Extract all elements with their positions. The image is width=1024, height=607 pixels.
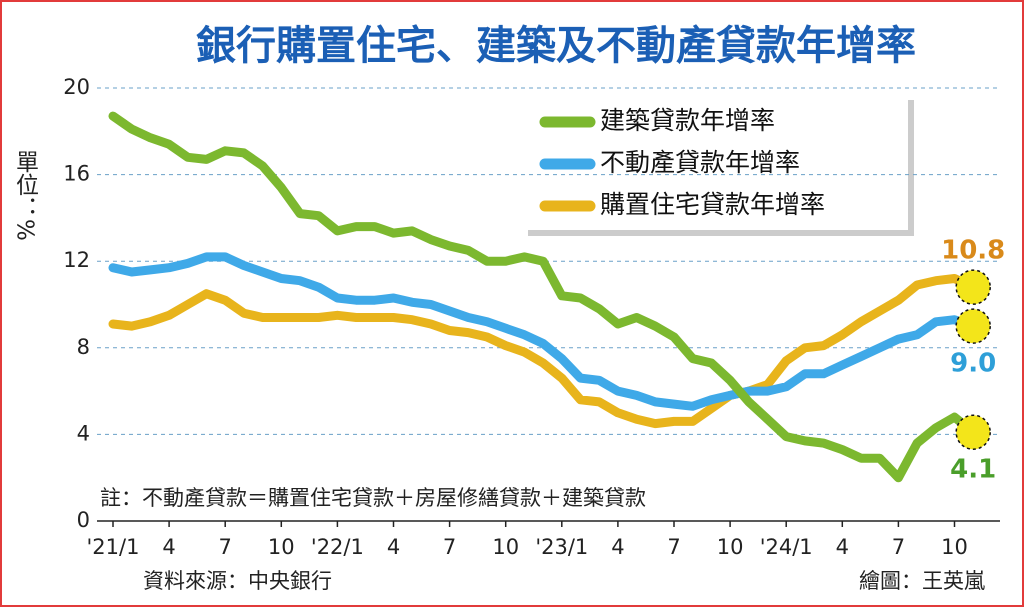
- x-tick-label: 7: [667, 535, 680, 559]
- x-tick-label: 10: [492, 535, 519, 559]
- x-tick-label: 4: [387, 535, 400, 559]
- source: 資料來源：中央銀行: [143, 569, 332, 593]
- x-tick-label: 10: [941, 535, 968, 559]
- y-tick-label: 8: [77, 335, 90, 359]
- x-tick-label: 7: [219, 535, 232, 559]
- value-label: 10.8: [941, 236, 1005, 266]
- x-tick-label: 4: [162, 535, 175, 559]
- x-tick-label: '21/1: [87, 535, 140, 559]
- highlight: [955, 308, 991, 344]
- x-tick-label: 10: [717, 535, 744, 559]
- y-tick-label: 0: [77, 508, 90, 532]
- x-tick-label: '24/1: [760, 535, 813, 559]
- credit: 繪圖：王英嵐: [859, 569, 985, 593]
- highlight: [955, 269, 991, 305]
- y-tick-label: 4: [77, 421, 90, 445]
- note: 註：不動產貸款＝購置住宅貸款＋房屋修繕貸款＋建築貸款: [100, 486, 646, 510]
- x-tick-label: '23/1: [535, 535, 588, 559]
- legend-label: 建築貸款年增率: [600, 106, 775, 135]
- series-line: [108, 252, 978, 411]
- y-axis-label: 單位：%: [12, 150, 40, 241]
- x-tick-label: 10: [268, 535, 295, 559]
- value-label: 9.0: [950, 349, 996, 379]
- chart-title: 銀行購置住宅、建築及不動產貸款年增率: [196, 23, 916, 69]
- y-tick-label: 16: [63, 162, 90, 186]
- legend-label: 不動產貸款年增率: [600, 148, 800, 177]
- series-line: [108, 111, 978, 483]
- x-tick-label: 4: [611, 535, 624, 559]
- x-tick-label: 4: [836, 535, 849, 559]
- y-tick-label: 20: [63, 75, 90, 99]
- x-tick-label: '22/1: [311, 535, 364, 559]
- y-tick-label: 12: [63, 248, 90, 272]
- x-tick-label: 7: [443, 535, 456, 559]
- legend-label: 購置住宅貸款年增率: [600, 190, 825, 219]
- x-tick-label: 7: [892, 535, 905, 559]
- series-line: [108, 274, 978, 429]
- highlight: [955, 414, 991, 450]
- value-label: 4.1: [950, 455, 996, 485]
